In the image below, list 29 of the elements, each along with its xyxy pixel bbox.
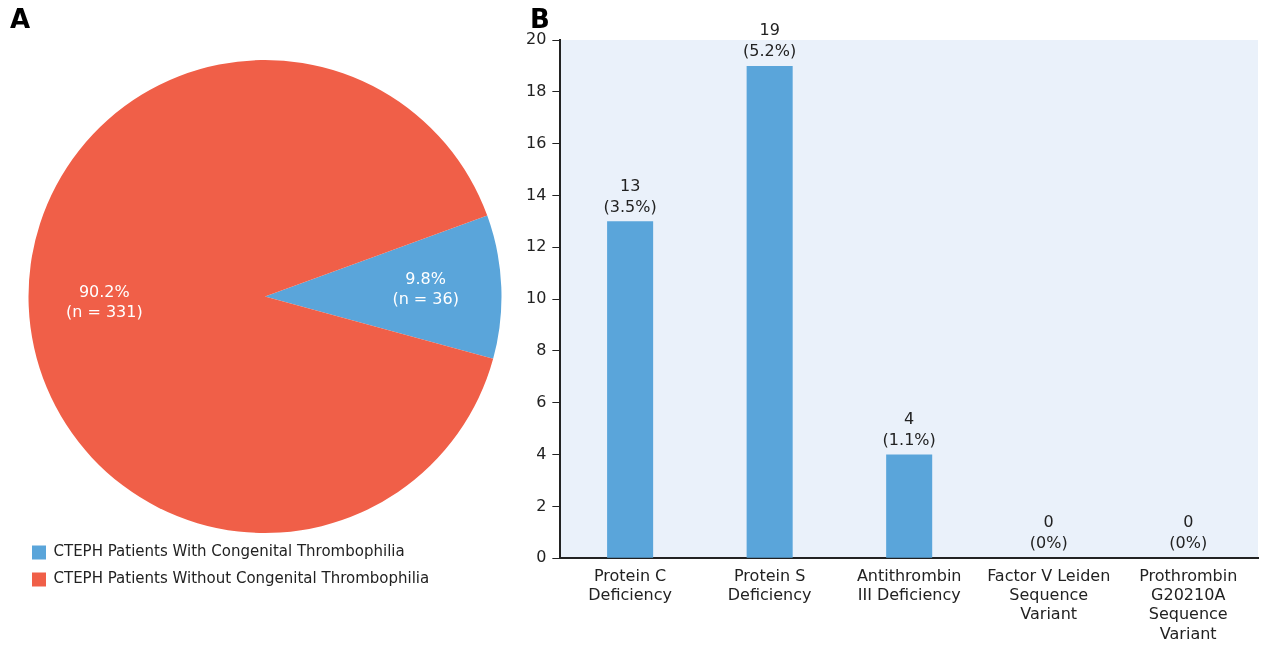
y-tick-label: 16: [526, 132, 547, 152]
y-tick-label: 20: [526, 29, 547, 49]
y-tick-label: 14: [526, 184, 547, 204]
data-label: 19 (5.2%): [743, 20, 797, 61]
y-tick-label: 18: [526, 80, 547, 100]
data-label: 4 (1.1%): [882, 408, 936, 449]
x-tick-label: Antithrombin III Deficiency: [856, 565, 962, 605]
data-label: 9.8% (n = 36): [392, 269, 459, 309]
x-tick-label: Factor V Leiden Sequence Variant: [987, 565, 1111, 624]
legend-label: CTEPH Patients Without Congenital Thrombophilia: [53, 569, 430, 588]
y-tick-label: 10: [526, 288, 547, 308]
data-label: 0 (0%): [1169, 512, 1208, 553]
data-label: 90.2% (n = 331): [65, 282, 143, 322]
data-label: 13 (3.5%): [603, 175, 657, 216]
x-tick-label: Prothrombin G20210A Sequence Variant: [1139, 565, 1238, 643]
y-tick-label: 8: [536, 340, 547, 360]
y-tick-label: 12: [526, 236, 547, 256]
chart-title: A: [10, 4, 31, 34]
x-tick-label: Protein C Deficiency: [588, 565, 672, 605]
bar: [607, 221, 654, 558]
data-label: 0 (0%): [1029, 512, 1068, 553]
y-tick-label: 0: [536, 547, 547, 567]
y-tick-label: 4: [536, 443, 547, 463]
y-tick-label: 2: [536, 495, 547, 515]
bar: [886, 454, 933, 558]
x-tick-label: Protein S Deficiency: [727, 565, 812, 605]
legend-label: CTEPH Patients With Congenital Thrombophilia: [53, 542, 405, 561]
bar: [746, 65, 793, 558]
y-tick-label: 6: [536, 391, 547, 411]
